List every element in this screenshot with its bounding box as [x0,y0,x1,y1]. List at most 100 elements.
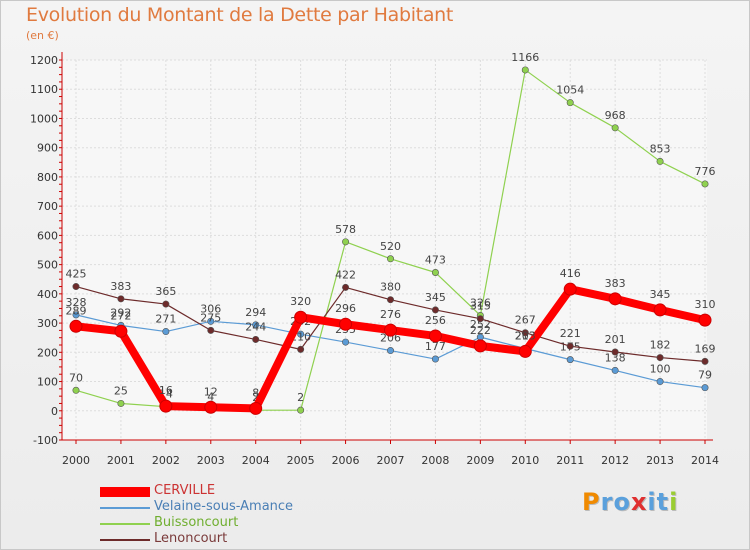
data-label: 345 [425,291,446,304]
data-point [252,321,260,329]
data-point [521,329,529,337]
x-tick-label: 2013 [646,454,674,467]
legend-item: Buissoncourt [100,515,400,532]
y-tick-label: 1200 [30,54,58,67]
data-label: 1166 [511,51,539,64]
data-point [207,317,215,325]
legend-swatch [100,539,150,541]
data-point [698,313,712,327]
y-tick-label: 1100 [30,83,58,96]
data-point [428,329,442,343]
data-label: 289 [66,304,87,317]
logo-letter: t [656,488,670,516]
data-label: 100 [650,363,671,376]
x-tick-label: 2002 [152,454,180,467]
data-label: 256 [425,314,446,327]
y-tick-label: 400 [37,288,58,301]
data-point [384,323,397,337]
data-point [701,357,709,365]
x-tick-label: 2010 [511,454,539,467]
data-label: 578 [335,223,356,236]
y-tick-label: -100 [33,434,58,447]
y-tick-label: 900 [37,142,58,155]
y-tick-label: 100 [37,376,58,389]
chart-legend: CERVILLE Velaine-sous-Amance Buissoncourt L… [100,483,400,548]
data-point [207,326,215,334]
data-point [342,338,350,346]
data-point [653,303,667,317]
data-point [117,295,125,303]
data-point [656,354,664,362]
data-label: 425 [66,268,87,281]
data-point [701,384,709,392]
chart-title: Evolution du Montant de la Dette par Hab… [26,4,454,26]
data-label: 315 [470,300,491,313]
data-point [159,399,173,413]
data-label: 169 [695,342,716,355]
y-tick-label: 0 [51,405,58,418]
data-label: 365 [155,285,176,298]
data-label: 252 [470,318,491,331]
data-label: 267 [515,314,536,327]
data-label: 271 [155,313,176,326]
data-point [656,378,664,386]
x-tick-label: 2008 [421,454,449,467]
y-tick-label: 300 [37,317,58,330]
data-point [162,328,170,336]
data-label: 12 [204,385,218,398]
logo-letter: i [669,488,679,516]
data-label: 8 [252,386,259,399]
data-point [521,66,529,74]
data-label: 138 [605,351,626,364]
x-tick-label: 2012 [601,454,629,467]
data-label: 276 [380,308,401,321]
data-point [162,300,170,308]
data-point [431,306,439,314]
data-label: 79 [698,369,712,382]
data-label: 853 [650,142,671,155]
data-point [69,319,83,333]
logo-letter: x [630,488,648,516]
data-label: 345 [650,288,671,301]
legend-item: CERVILLE [100,483,400,500]
data-point [611,348,619,356]
data-point [249,401,263,415]
plot-area [62,60,707,440]
data-label: 292 [110,306,131,319]
data-label: 320 [290,295,311,308]
data-point [608,292,622,306]
data-point [611,366,619,374]
data-point [431,355,439,363]
logo-letter: i [647,488,657,516]
data-point [701,180,709,188]
data-label: 310 [695,298,716,311]
data-point [386,255,394,263]
data-point [339,317,353,331]
data-label: 383 [110,280,131,293]
x-tick-label: 2009 [466,454,494,467]
data-label: 275 [200,311,221,324]
y-tick-label: 800 [37,171,58,184]
data-point [431,269,439,277]
data-label: 4 [207,391,214,404]
data-label: 203 [515,329,536,342]
legend-item: Lenoncourt [100,531,400,548]
data-label: 326 [470,296,491,309]
data-label: 2 [297,391,304,404]
legend-label: CERVILLE [154,483,216,498]
data-label: 383 [605,277,626,290]
data-label: 1054 [556,84,584,97]
data-label: 328 [66,296,87,309]
data-label: 177 [425,340,446,353]
data-label: 70 [69,371,83,384]
x-tick-label: 2014 [691,454,719,467]
data-point [204,400,218,414]
data-label: 25 [114,384,128,397]
data-point [656,157,664,165]
data-label: 306 [200,302,221,315]
data-point [297,330,305,338]
x-tick-label: 2011 [556,454,584,467]
data-label: 294 [245,306,266,319]
y-tick-label: 500 [37,259,58,272]
data-point [72,386,80,394]
